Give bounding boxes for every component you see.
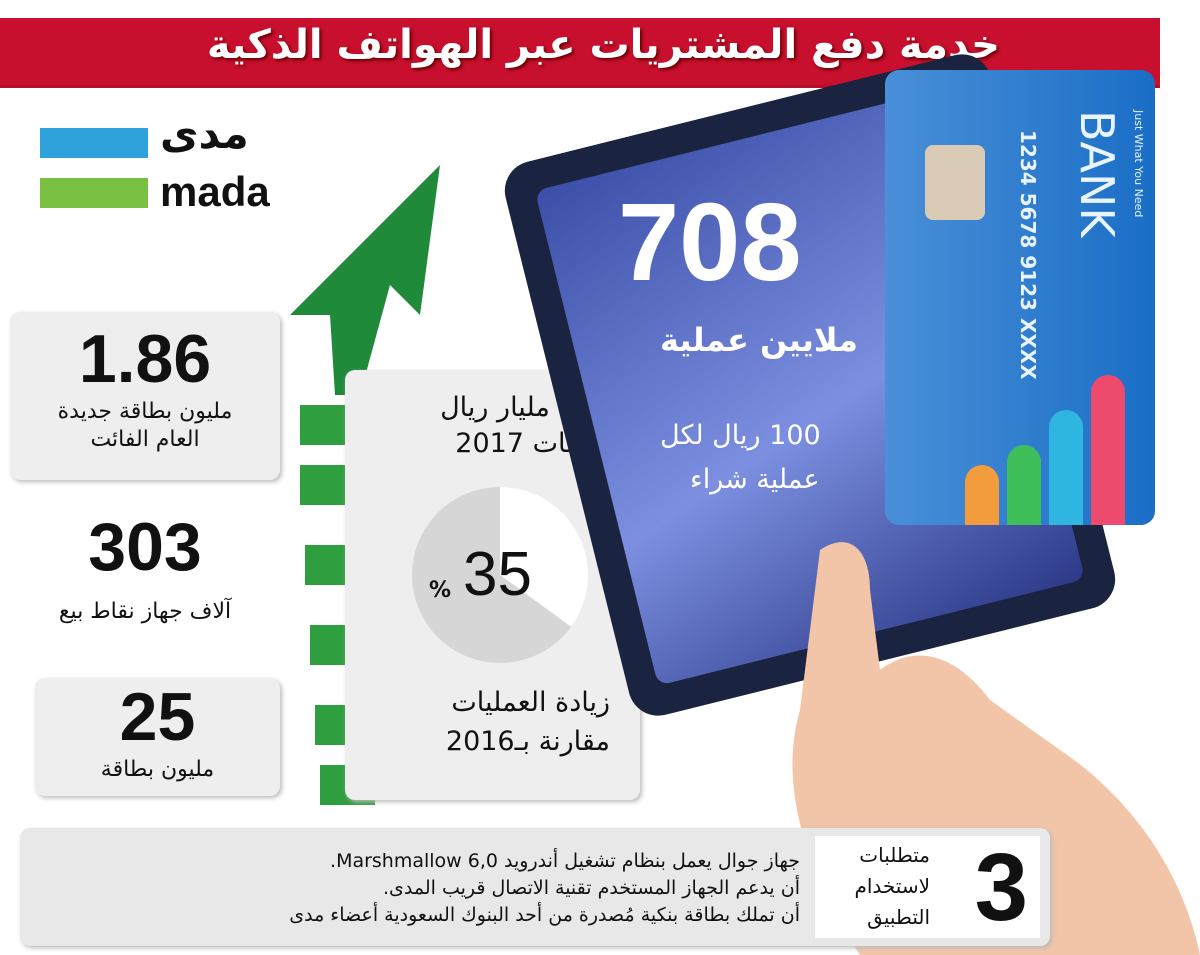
transactions-unit: ملايين عملية	[660, 321, 858, 359]
mada-logo-arabic: مدى	[160, 109, 249, 158]
percent-pie	[412, 487, 588, 663]
percent-value: 35	[463, 540, 532, 609]
stat-label: العام الفائت	[90, 427, 200, 452]
stat-panel-cards: 1.86 مليون بطاقة جديدة العام الفائت	[10, 312, 280, 480]
requirements-count: 3	[974, 834, 1028, 941]
bank-card: Just What You Need BANK 1234 5678 9123 X…	[885, 70, 1155, 525]
average-purchase-line2: عملية شراء	[690, 464, 820, 495]
requirement-item: جهاز جوال يعمل بنظام تشغيل أندرويد Marsh…	[330, 850, 800, 872]
mada-logo-latin: mada	[160, 168, 270, 215]
card-bar-chart-icon	[965, 370, 1145, 525]
average-purchase-line1: 100 ريال لكل	[660, 420, 821, 451]
transactions-value: 708	[618, 181, 802, 304]
card-bar	[1007, 445, 1041, 525]
card-bar	[1049, 410, 1083, 525]
requirements-heading: متطلبات لاستخدام التطبيق	[854, 840, 930, 933]
stat-label: آلاف جهاز نقاط بيع	[58, 599, 232, 624]
heading-line: التطبيق	[867, 905, 930, 929]
growth-compare: مقارنة بـ2016	[445, 726, 610, 757]
heading-line: لاستخدام	[854, 874, 930, 898]
growth-label: زيادة العمليات	[451, 687, 610, 718]
heading-line: متطلبات	[859, 843, 930, 867]
percent-pie-slice	[500, 487, 588, 627]
card-chip-icon	[925, 145, 985, 220]
requirements-heading-box	[815, 836, 1040, 938]
page-title: خدمة دفع المشتريات عبر الهواتف الذكية	[206, 22, 1000, 68]
mada-logo-blue-bar	[40, 128, 148, 158]
requirement-item: أن يدعم الجهاز المستخدم تقنية الاتصال قر…	[382, 877, 800, 899]
stat-label: مليون بطاقة	[100, 757, 215, 782]
requirement-item: أن تملك بطاقة بنكية مُصدرة من أحد البنوك…	[289, 904, 800, 926]
mada-logo-green-bar	[40, 178, 148, 208]
card-number: 1234 5678 9123 XXXX	[1016, 130, 1040, 380]
stat-value: 303	[88, 509, 202, 585]
card-tagline: Just What You Need	[1132, 110, 1145, 218]
stat-value: 1.86	[78, 321, 212, 397]
card-bar	[965, 465, 999, 525]
stat-panel-total-cards: 25 مليون بطاقة	[35, 678, 280, 796]
stat-label: مليون بطاقة جديدة	[57, 399, 233, 424]
requirements-list: جهاز جوال يعمل بنظام تشغيل أندرويد Marsh…	[289, 848, 800, 929]
card-bar	[1091, 375, 1125, 525]
card-bank-name: BANK	[1070, 110, 1124, 238]
stat-value: 25	[119, 679, 196, 755]
percent-sign: %	[429, 578, 452, 603]
stat-panel-pos: 303 آلاف جهاز نقاط بيع	[10, 508, 280, 648]
requirements-panel: 3 متطلبات لاستخدام التطبيق جهاز جوال يعم…	[20, 828, 1050, 946]
title-band	[0, 18, 1160, 88]
